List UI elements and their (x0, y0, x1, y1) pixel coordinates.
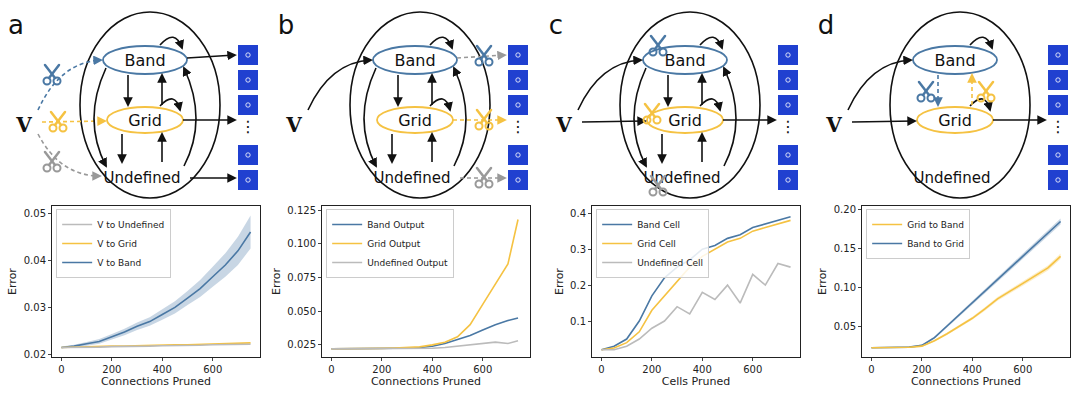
svg-text:⋮: ⋮ (780, 117, 796, 136)
svg-text:d: d (818, 10, 835, 40)
svg-text:Error: Error (270, 268, 283, 295)
svg-text:0.15: 0.15 (834, 243, 856, 254)
svg-text:Error: Error (816, 268, 829, 295)
svg-text:Band: Band (394, 51, 435, 70)
svg-text:200: 200 (642, 364, 661, 375)
svg-text:Undefined Cell: Undefined Cell (637, 258, 703, 268)
svg-text:Band to Grid: Band to Grid (907, 239, 964, 249)
svg-text:200: 200 (372, 364, 391, 375)
svg-text:0.100: 0.100 (287, 238, 316, 249)
svg-text:0.3: 0.3 (570, 244, 586, 255)
svg-text:⋮: ⋮ (240, 117, 256, 136)
svg-text:Connections Pruned: Connections Pruned (101, 375, 211, 388)
svg-text:Grid: Grid (668, 111, 702, 130)
svg-text:200: 200 (102, 364, 121, 375)
svg-text:Undefined: Undefined (914, 169, 991, 187)
svg-text:V: V (555, 113, 572, 137)
svg-text:0.05: 0.05 (24, 208, 46, 219)
svg-text:Connections Pruned: Connections Pruned (911, 375, 1021, 388)
svg-text:0.1: 0.1 (570, 316, 586, 327)
svg-text:V to Undefined: V to Undefined (97, 220, 164, 230)
svg-text:200: 200 (912, 364, 931, 375)
svg-text:V: V (825, 113, 842, 137)
svg-text:0.10: 0.10 (834, 282, 856, 293)
svg-text:Grid: Grid (938, 111, 972, 130)
svg-text:600: 600 (1013, 364, 1032, 375)
svg-text:Band: Band (664, 51, 705, 70)
svg-text:0.02: 0.02 (24, 349, 46, 360)
svg-text:Undefined: Undefined (374, 169, 451, 187)
svg-text:a: a (8, 10, 24, 40)
svg-text:Band: Band (934, 51, 975, 70)
svg-text:0.05: 0.05 (834, 321, 856, 332)
svg-text:400: 400 (963, 364, 982, 375)
svg-text:0.025: 0.025 (287, 339, 316, 350)
svg-text:600: 600 (203, 364, 222, 375)
svg-text:0.4: 0.4 (570, 208, 586, 219)
svg-text:400: 400 (153, 364, 172, 375)
svg-text:0: 0 (58, 364, 64, 375)
svg-text:V to Band: V to Band (97, 258, 141, 268)
svg-text:Error: Error (553, 268, 566, 295)
svg-text:0.125: 0.125 (287, 205, 316, 216)
svg-text:0: 0 (328, 364, 334, 375)
svg-text:⋮: ⋮ (1050, 117, 1066, 136)
svg-text:Band: Band (124, 51, 165, 70)
svg-text:Grid Output: Grid Output (367, 239, 420, 249)
svg-text:400: 400 (693, 364, 712, 375)
svg-text:b: b (278, 10, 295, 40)
svg-text:Band Cell: Band Cell (637, 220, 680, 230)
svg-text:Undefined: Undefined (104, 169, 181, 187)
svg-text:c: c (549, 10, 563, 40)
svg-text:0.20: 0.20 (834, 204, 856, 215)
svg-text:Grid: Grid (128, 111, 162, 130)
svg-text:Grid Cell: Grid Cell (637, 239, 676, 249)
svg-text:Undefined: Undefined (644, 169, 721, 187)
svg-text:Cells Pruned: Cells Pruned (662, 375, 730, 388)
svg-text:0: 0 (598, 364, 604, 375)
svg-text:Grid: Grid (398, 111, 432, 130)
svg-text:V: V (285, 113, 302, 137)
svg-text:⋮: ⋮ (510, 117, 526, 136)
svg-text:0.03: 0.03 (24, 302, 46, 313)
svg-text:Grid to Band: Grid to Band (907, 220, 964, 230)
svg-text:V to Grid: V to Grid (97, 239, 137, 249)
svg-text:600: 600 (473, 364, 492, 375)
svg-text:Undefined Output: Undefined Output (367, 258, 448, 268)
svg-text:V: V (15, 113, 32, 137)
svg-text:Connections Pruned: Connections Pruned (371, 375, 481, 388)
svg-text:0.2: 0.2 (570, 280, 586, 291)
svg-text:0: 0 (868, 364, 874, 375)
svg-text:0.075: 0.075 (287, 272, 316, 283)
svg-text:0.050: 0.050 (287, 306, 316, 317)
svg-text:600: 600 (743, 364, 762, 375)
svg-text:Error: Error (6, 268, 19, 295)
svg-text:400: 400 (423, 364, 442, 375)
svg-text:Band Output: Band Output (367, 220, 425, 230)
svg-text:0.04: 0.04 (24, 255, 46, 266)
